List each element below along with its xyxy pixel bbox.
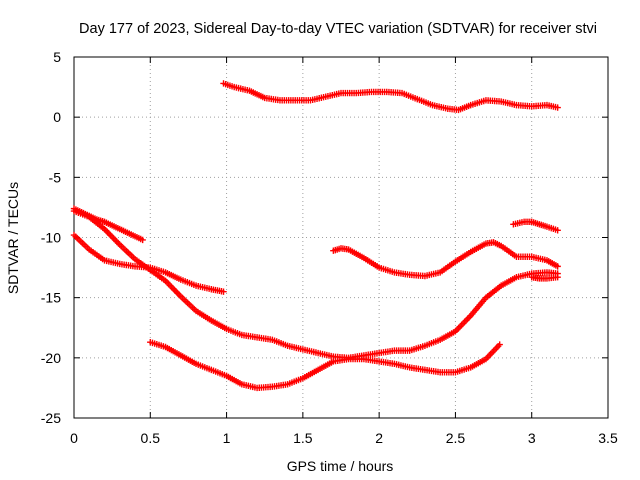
- series-arc-b: [70, 207, 561, 362]
- x-tick-label: 0.5: [141, 430, 161, 446]
- y-tick-label: -25: [41, 410, 61, 426]
- x-tick-label: 2.5: [446, 430, 466, 446]
- data-point: [554, 227, 561, 234]
- series-arc-g: [528, 274, 561, 282]
- series-arc-e: [330, 239, 561, 280]
- x-tick-label: 1: [223, 430, 231, 446]
- y-tick-label: 0: [53, 109, 61, 125]
- data-point: [220, 288, 227, 295]
- x-axis-label: GPS time / hours: [287, 458, 394, 474]
- y-tick-label: 5: [53, 49, 61, 65]
- data-point: [554, 274, 561, 281]
- y-tick-label: -20: [41, 350, 61, 366]
- data-points: [70, 80, 561, 392]
- series-arc-f: [510, 218, 561, 234]
- axis-tick-labels: 0 0.5 1 1.5 2 2.5 3 3.5 -25 -20 -15 -10 -5 0 5: [41, 49, 618, 446]
- data-point: [554, 263, 561, 270]
- y-tick-label: -15: [41, 290, 61, 306]
- y-axis-label: SDTVAR / TECUs: [5, 182, 21, 294]
- series-arc-d: [147, 338, 503, 392]
- x-tick-label: 0: [70, 430, 78, 446]
- data-point: [139, 236, 146, 244]
- x-tick-label: 3.5: [598, 430, 618, 446]
- axis-ticks: [73, 56, 609, 419]
- x-tick-label: 3: [528, 430, 536, 446]
- series-arc-c: [70, 231, 227, 295]
- y-tick-label: -5: [49, 169, 62, 185]
- series-arc-top: [220, 80, 561, 114]
- chart-title: Day 177 of 2023, Sidereal Day-to-day VTE…: [79, 21, 597, 37]
- data-point: [554, 104, 561, 111]
- data-point: [496, 341, 503, 348]
- y-tick-label: -10: [41, 230, 61, 246]
- grid: [74, 57, 608, 418]
- x-tick-label: 1.5: [293, 430, 313, 446]
- x-tick-label: 2: [375, 430, 383, 446]
